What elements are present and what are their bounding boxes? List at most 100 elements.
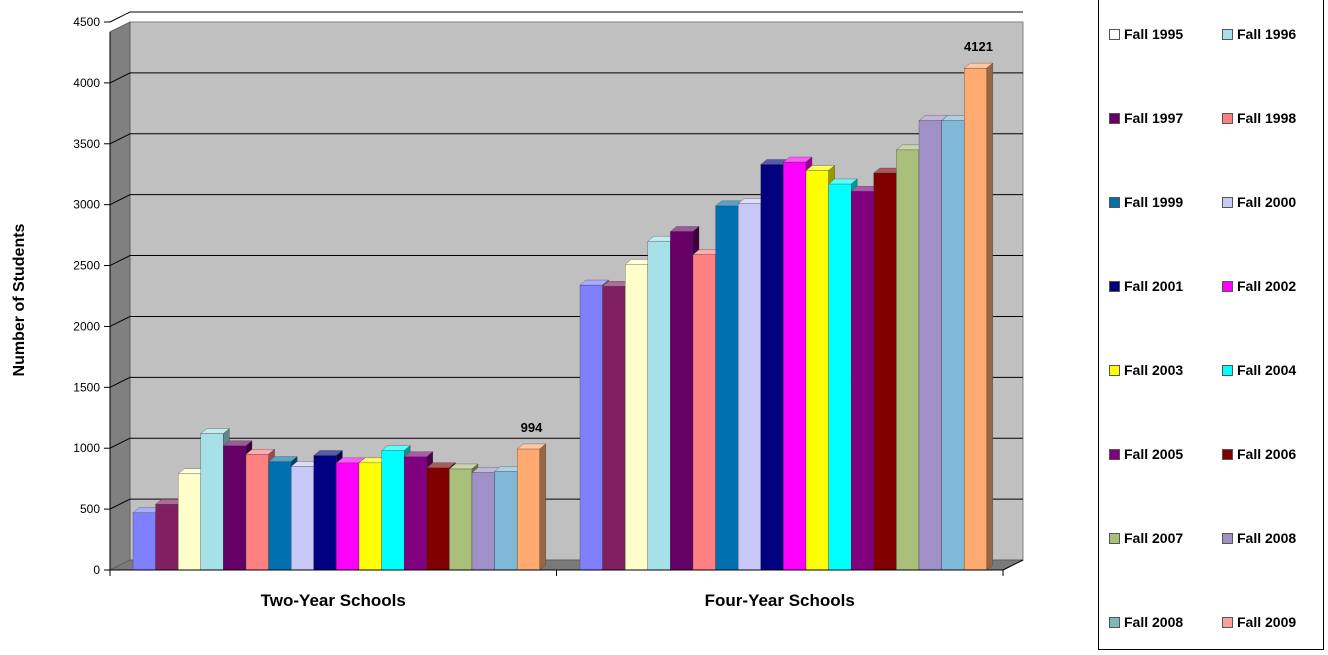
bar-front: [579, 284, 603, 571]
bar: [963, 62, 994, 571]
bar-front: [670, 231, 694, 571]
bar-front: [449, 468, 473, 571]
bar-front: [381, 450, 405, 571]
legend-swatch: [1222, 28, 1233, 40]
bar-side: [986, 62, 993, 571]
legend-item: Fall 1997: [1109, 110, 1183, 126]
gridline: [109, 194, 1023, 206]
bar-front: [291, 466, 314, 571]
gridline: [109, 72, 1023, 84]
bar-front: [471, 472, 495, 571]
chart: 0 500 1000 1500 2000 2500 3000 3500 4000 4500 Two…: [11, 11, 1024, 610]
bar-front: [155, 504, 179, 571]
legend-swatch: [1222, 364, 1233, 376]
legend-item: Fall 2000: [1222, 194, 1296, 210]
legend-item: Fall 2005: [1109, 446, 1183, 462]
category-labels: Two-Year Schools Four-Year Schools: [261, 591, 855, 610]
legend-swatch: [1222, 112, 1233, 124]
bar-front: [602, 286, 626, 571]
bar-front: [517, 448, 540, 571]
y-tick-label: 1500: [73, 380, 100, 394]
axes: [109, 32, 1024, 576]
legend-swatch: [1222, 616, 1233, 628]
legend-label: Fall 2004: [1237, 362, 1297, 378]
data-labels: 994 4121: [521, 39, 993, 435]
bar-front: [336, 462, 360, 571]
legend-item: Fall 2004: [1222, 362, 1296, 378]
legend-swatch: [1109, 280, 1120, 292]
legend-label: Fall 2009: [1237, 614, 1297, 630]
legend-item: Fall 2008: [1109, 614, 1183, 630]
legend-swatch: [1222, 448, 1233, 460]
legend-label: Fall 1997: [1124, 110, 1184, 126]
legend-swatch: [1109, 616, 1120, 628]
bar-front: [760, 164, 784, 571]
category-label: Two-Year Schools: [261, 591, 406, 610]
legend-label: Fall 2000: [1237, 194, 1297, 210]
bar-side: [539, 443, 546, 571]
legend-item: Fall 2001: [1109, 278, 1183, 294]
bar-front: [178, 473, 201, 571]
bar-front: [715, 205, 739, 571]
bar-front: [828, 183, 852, 571]
legend-swatch: [1109, 112, 1120, 124]
bar-front: [313, 455, 337, 571]
legend-swatch: [1109, 28, 1120, 40]
legend-label: Fall 2007: [1124, 530, 1184, 546]
bar-front: [851, 191, 874, 571]
y-tick-label: 500: [80, 502, 100, 516]
category-label: Four-Year Schools: [705, 591, 855, 610]
bar-front: [873, 172, 897, 571]
bar-front: [223, 445, 247, 571]
data-label: 994: [521, 420, 543, 435]
bar-front: [647, 241, 671, 571]
bar-front: [268, 461, 292, 571]
legend-item: Fall 2007: [1109, 530, 1183, 546]
bar-front: [200, 433, 224, 571]
bar-front: [941, 120, 965, 571]
legend-item: Fall 1998: [1222, 110, 1296, 126]
gridline: [109, 133, 1023, 145]
y-tick-label: 1000: [73, 441, 100, 455]
legend-item: Fall 2006: [1222, 446, 1296, 462]
y-tick-label: 2000: [73, 319, 100, 333]
gridline: [109, 11, 1023, 23]
bar-front: [964, 68, 987, 571]
legend-label: Fall 2006: [1237, 446, 1297, 462]
legend-label: Fall 2005: [1124, 446, 1184, 462]
legend-label: Fall 2001: [1124, 278, 1184, 294]
legend-label: Fall 2003: [1124, 362, 1184, 378]
legend-swatch: [1222, 532, 1233, 544]
legend-swatch: [1222, 280, 1233, 292]
bar-front: [738, 203, 761, 571]
bar-front: [494, 471, 518, 571]
bar-front: [132, 512, 156, 571]
y-axis-label: Number of Students: [11, 223, 28, 376]
side-wall: [109, 21, 131, 571]
legend-swatch: [1109, 448, 1120, 460]
bar-front: [692, 254, 716, 571]
data-label: 4121: [964, 39, 993, 54]
y-tick-label: 4000: [73, 76, 100, 90]
bar-front: [625, 264, 648, 571]
legend-item: Fall 2002: [1222, 278, 1296, 294]
bar: [516, 443, 547, 571]
bar-front: [358, 462, 382, 571]
bar-front: [896, 149, 920, 571]
legend-swatch: [1222, 196, 1233, 208]
legend-swatch: [1109, 532, 1120, 544]
y-tick-label: 3000: [73, 198, 100, 212]
legend-label: Fall 2008: [1237, 530, 1297, 546]
legend-label: Fall 1995: [1124, 26, 1184, 42]
y-tick-label: 4500: [73, 15, 100, 29]
bar-front: [404, 456, 427, 571]
bar-front: [245, 454, 269, 571]
legend-label: Fall 2002: [1237, 278, 1297, 294]
x-axis-end: [1002, 559, 1024, 571]
legend-swatch: [1109, 196, 1120, 208]
bar-front: [783, 161, 807, 571]
legend-label: Fall 2008: [1124, 614, 1184, 630]
y-tick-label: 3500: [73, 137, 100, 151]
legend-item: Fall 1996: [1222, 26, 1296, 42]
legend-label: Fall 1996: [1237, 26, 1297, 42]
